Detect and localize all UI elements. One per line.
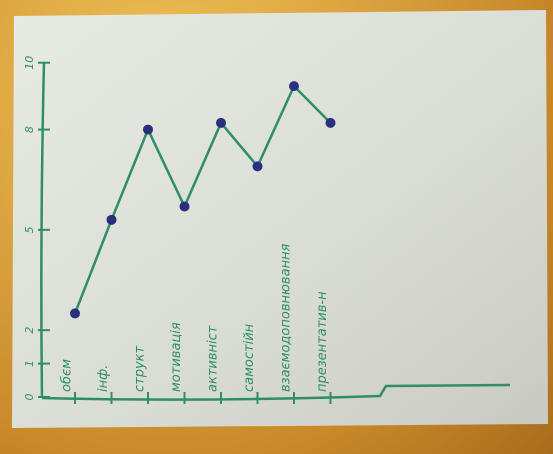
x-tick-label: інф. [96,365,111,392]
x-tick-label: мотивація [169,322,184,392]
x-tick-label: активніст [206,325,221,392]
y-tick-label: 1 [23,360,36,367]
x-tick-label: самостійн [242,323,257,392]
data-point [70,308,80,318]
data-point [143,125,153,135]
x-tick-label: структ [133,345,148,392]
y-tick-label: 2 [23,327,36,334]
x-tick-label: обєм [60,359,75,392]
y-tick-label: 10 [23,56,36,70]
x-tick-label: взаємодоповнювання [279,243,294,392]
page: 0 1 2 5 8 10 обєм інф. структ мотивація активніст с… [0,0,553,454]
x-tick-label: презентатив-н [315,291,330,392]
data-point [326,118,336,128]
data-point [107,215,117,225]
data-point [289,81,299,91]
y-tick-label: 5 [23,226,36,233]
y-tick-label: 8 [23,126,36,133]
chart: 0 1 2 5 8 10 обєм інф. структ мотивація активніст с… [0,0,553,454]
data-point [216,118,226,128]
data-point [253,161,263,171]
y-tick-label: 0 [23,394,36,401]
data-point [180,201,190,211]
